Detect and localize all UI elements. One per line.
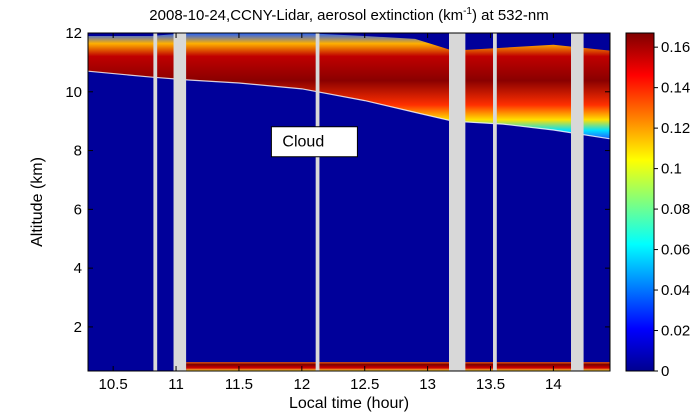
chart-title-prefix: 2008-10-24,CCNY-Lidar, aerosol extinctio…	[149, 7, 463, 24]
chart-title-suffix: ) at 532-nm	[472, 7, 549, 24]
y-tick-label: 12	[65, 25, 82, 42]
colorbar-tick-label: 0.14	[661, 80, 690, 97]
data-gap	[153, 33, 158, 371]
x-axis-label: Local time (hour)	[289, 395, 409, 412]
data-gap	[571, 33, 584, 371]
x-tick-label: 10.5	[99, 376, 128, 393]
x-tick-label: 13	[419, 376, 436, 393]
x-tick-label: 12.5	[350, 376, 379, 393]
data-gaps	[153, 33, 584, 371]
x-tick-label: 13.5	[476, 376, 505, 393]
y-tick-label: 4	[74, 260, 82, 277]
colorbar-tick-label: 0.16	[661, 39, 690, 56]
colorbar: 0 0.02 0.04 0.06 0.08 0.1 0.12 0.14 0.16	[625, 32, 690, 380]
cloud-annotation-label: Cloud	[282, 134, 324, 151]
chart-title-superscript: -1	[463, 6, 472, 17]
x-tick-label: 14	[545, 376, 562, 393]
data-gap	[315, 33, 320, 371]
y-tick-label: 8	[74, 143, 82, 160]
x-tick-label: 11.5	[225, 376, 253, 393]
chart-title: 2008-10-24,CCNY-Lidar, aerosol extinctio…	[149, 6, 548, 24]
y-axis: 2 4 6 8 10 12	[65, 25, 610, 336]
colorbar-tick-label: 0.1	[661, 161, 682, 178]
colorbar-tick-label: 0.06	[661, 242, 690, 259]
cloud-annotation: Cloud	[270, 126, 358, 158]
colorbar-tick-label: 0.04	[661, 282, 690, 299]
colorbar-tick-label: 0.08	[661, 201, 690, 218]
y-tick-label: 2	[74, 319, 82, 336]
colorbar-tick-label: 0	[661, 363, 669, 380]
data-gap	[448, 33, 466, 371]
x-axis: 10.5 11 11.5 12 12.5 13 13.5 14	[99, 33, 562, 393]
data-gap	[493, 33, 497, 371]
y-tick-label: 10	[65, 84, 82, 101]
y-tick-label: 6	[74, 201, 82, 218]
colorbar-tick-label: 0.12	[661, 120, 690, 137]
cirrus-cloud-layer	[88, 33, 610, 139]
cloud-annotation-box	[270, 126, 358, 158]
y-axis-label: Altitude (km)	[29, 157, 46, 247]
data-gap	[173, 33, 187, 371]
plot-area	[87, 32, 611, 372]
x-tick-label: 11	[168, 376, 184, 393]
x-tick-label: 12	[293, 376, 310, 393]
plot-frame	[87, 32, 611, 372]
colorbar-gradient	[625, 32, 655, 372]
colorbar-tick-label: 0.02	[661, 323, 690, 340]
boundary-layer	[186, 362, 610, 371]
colorbar-ticks: 0 0.02 0.04 0.06 0.08 0.1 0.12 0.14 0.16	[654, 39, 690, 380]
